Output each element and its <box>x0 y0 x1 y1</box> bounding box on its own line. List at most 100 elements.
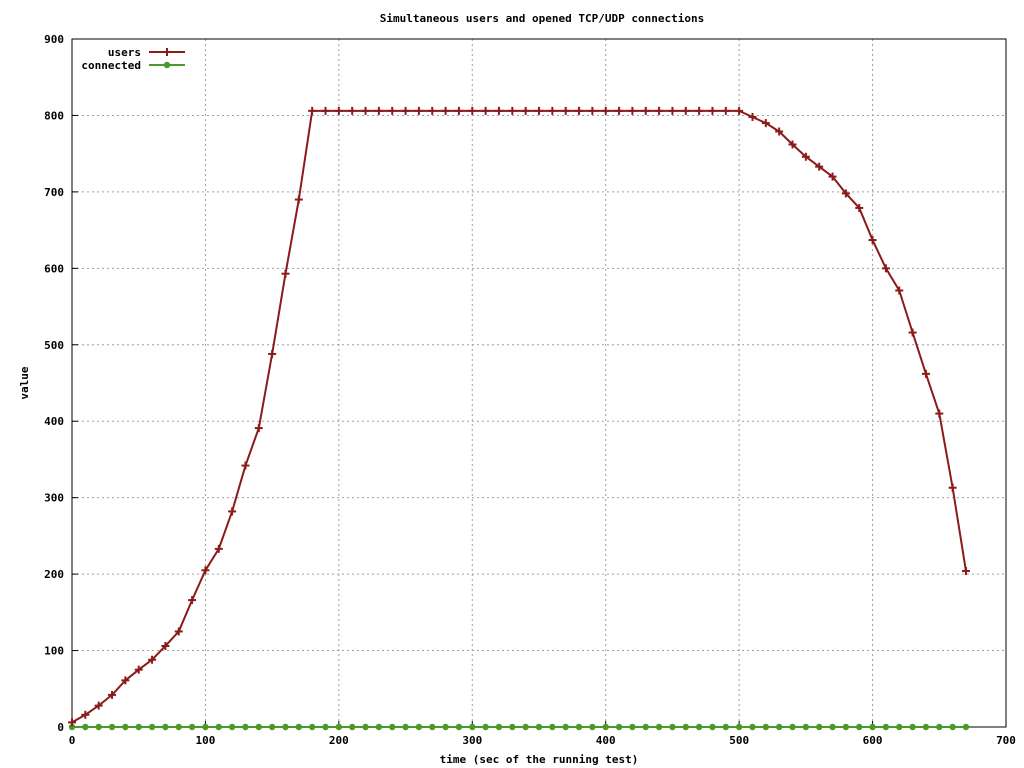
data-point-users <box>921 369 930 378</box>
data-point-users <box>895 286 904 295</box>
data-point-connected <box>642 723 649 731</box>
data-point-connected <box>375 723 383 731</box>
data-point-users <box>508 106 517 115</box>
y-tick-label: 0 <box>57 721 64 734</box>
x-tick-label: 300 <box>462 734 482 747</box>
data-point-users <box>428 106 437 115</box>
legend: users connected <box>81 46 185 72</box>
data-point-users <box>761 119 770 128</box>
series-line-users <box>71 109 967 724</box>
x-tick-label: 700 <box>996 734 1016 747</box>
y-tick-label: 500 <box>44 339 64 352</box>
data-point-users <box>121 676 130 685</box>
y-tick-label: 800 <box>44 109 64 122</box>
data-point-connected <box>602 723 609 731</box>
data-point-users <box>535 106 543 115</box>
data-point-users <box>788 140 797 149</box>
data-point-users <box>361 106 370 115</box>
y-tick-label: 700 <box>44 186 64 199</box>
data-point-connected <box>856 723 863 731</box>
data-point-connected <box>415 723 423 731</box>
data-point-users <box>81 710 90 719</box>
data-point-users <box>735 106 744 115</box>
data-point-connected <box>122 723 129 731</box>
data-point-users <box>628 106 637 115</box>
plot-frame <box>71 38 1007 728</box>
data-point-connected <box>268 723 276 731</box>
data-point-users <box>228 507 237 516</box>
data-point-users <box>561 106 570 115</box>
data-point-connected <box>148 723 156 731</box>
data-point-connected <box>722 723 729 731</box>
data-point-connected <box>509 723 516 731</box>
data-point-connected <box>562 723 569 731</box>
data-point-connected <box>228 723 236 731</box>
data-point-users <box>948 483 957 492</box>
y-tick-label: 400 <box>44 415 64 428</box>
y-axis-label: value <box>18 366 31 399</box>
data-point-users <box>521 106 530 115</box>
data-point-connected <box>882 723 890 731</box>
x-tick-label: 0 <box>69 734 76 747</box>
data-point-connected <box>909 723 916 731</box>
grid <box>71 38 1007 728</box>
data-point-users <box>281 269 290 278</box>
data-point-connected <box>215 723 222 731</box>
data-point-users <box>494 106 503 115</box>
data-point-users <box>655 106 664 115</box>
data-point-users <box>695 106 704 115</box>
data-point-connected <box>655 723 663 731</box>
data-point-connected <box>482 723 489 731</box>
data-point-users <box>321 106 330 115</box>
data-point-users <box>94 701 103 710</box>
data-point-users <box>588 106 597 115</box>
data-point-users <box>174 627 183 636</box>
data-point-connected <box>108 723 116 731</box>
data-point-users <box>668 106 677 115</box>
data-point-connected <box>762 723 770 731</box>
data-point-users <box>815 162 824 171</box>
data-point-connected <box>322 723 329 731</box>
data-point-users <box>401 106 410 115</box>
data-point-connected <box>335 723 343 731</box>
data-point-connected <box>682 723 689 731</box>
legend-marker-connected <box>163 61 171 69</box>
axis-ticks: 0 100 200 300 400 500 600 700 0 100 200 300 400 500 60… <box>44 33 1016 747</box>
data-point-connected <box>175 723 182 731</box>
data-point-users <box>681 106 690 115</box>
data-point-connected <box>789 723 796 731</box>
data-point-users <box>708 106 717 115</box>
y-tick-label: 900 <box>44 33 64 46</box>
data-point-users <box>348 106 357 115</box>
data-point-users <box>374 106 383 115</box>
data-point-connected <box>775 723 783 731</box>
y-tick-label: 300 <box>44 492 64 505</box>
x-tick-label: 100 <box>195 734 215 747</box>
data-point-connected <box>135 723 142 731</box>
x-tick-label: 200 <box>329 734 349 747</box>
data-point-users <box>855 203 864 212</box>
x-tick-label: 400 <box>596 734 616 747</box>
data-point-users <box>548 106 557 115</box>
data-point-users <box>268 349 277 358</box>
series-users <box>68 106 970 727</box>
data-point-connected <box>589 723 596 731</box>
series-group <box>68 106 970 731</box>
chart-title: Simultaneous users and opened TCP/UDP co… <box>380 12 705 25</box>
data-point-connected <box>842 723 850 731</box>
data-point-users <box>68 718 76 727</box>
data-point-connected <box>629 723 636 731</box>
data-point-users <box>828 172 837 181</box>
data-point-connected <box>389 723 396 731</box>
data-point-users <box>134 665 143 674</box>
data-point-connected <box>295 723 303 731</box>
x-axis-label: time (sec of the running test) <box>440 753 639 766</box>
data-point-connected <box>469 723 476 731</box>
data-point-connected <box>282 723 289 731</box>
data-point-connected <box>749 723 756 731</box>
legend-label-users: users <box>108 46 141 59</box>
data-point-connected <box>615 723 623 731</box>
x-tick-label: 500 <box>729 734 749 747</box>
data-point-connected <box>535 723 543 731</box>
data-point-connected <box>455 723 463 731</box>
